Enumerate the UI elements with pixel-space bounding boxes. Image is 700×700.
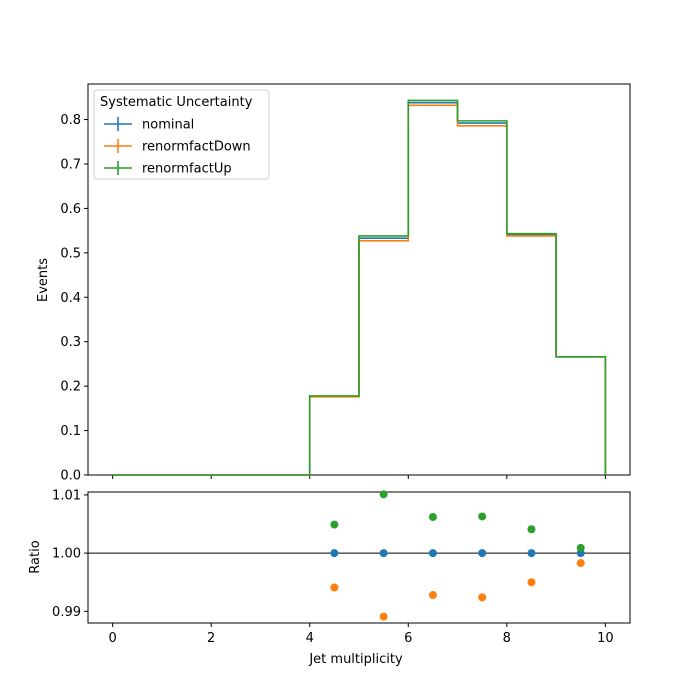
ratio-point-renormfactUp bbox=[576, 543, 585, 552]
x-tick-label: 2 bbox=[207, 631, 215, 646]
x-tick-label: 6 bbox=[404, 631, 412, 646]
legend-label: renormfactUp bbox=[142, 162, 232, 177]
legend-item-renormfactDown: renormfactDown bbox=[104, 139, 251, 155]
legend-label: renormfactDown bbox=[142, 140, 251, 155]
ratio-point-renormfactUp bbox=[478, 512, 487, 521]
top-panel: 0.0 0.1 0.2 0.3 0.4 0.5 0.6 0.7 0.8 bbox=[60, 83, 631, 484]
ratio-point-renormfactUp bbox=[330, 520, 339, 529]
histogram-line-renormfactUp bbox=[112, 99, 607, 476]
top-y-tick-label: 0.5 bbox=[60, 246, 81, 261]
ratio-point-renormfactDown bbox=[527, 578, 536, 587]
x-tick-label: 10 bbox=[597, 631, 614, 646]
ratio-panel: 0.99 1.00 1.01 0 2 4 6 8 10 bbox=[52, 488, 631, 646]
x-tick-label: 0 bbox=[108, 631, 116, 646]
top-y-tick-label: 0.2 bbox=[60, 380, 81, 395]
ratio-point-nominal bbox=[478, 549, 487, 558]
top-y-tick-label: 0.4 bbox=[60, 291, 81, 306]
x-axis-label: Jet multiplicity bbox=[308, 652, 403, 667]
top-y-tick-label: 0.1 bbox=[60, 424, 81, 439]
legend-title: Systematic Uncertainty bbox=[100, 95, 253, 110]
ratio-point-nominal bbox=[330, 549, 339, 558]
ratio-point-renormfactDown bbox=[576, 559, 585, 568]
ratio-y-tick-label: 1.01 bbox=[52, 488, 81, 503]
ratio-point-renormfactDown bbox=[428, 591, 437, 600]
legend-item-renormfactUp: renormfactUp bbox=[104, 161, 232, 177]
ratio-point-renormfactUp bbox=[527, 525, 536, 534]
top-y-tick-label: 0.3 bbox=[60, 335, 81, 350]
ratio-point-renormfactDown bbox=[379, 612, 388, 621]
ratio-y-tick-label: 1.00 bbox=[52, 547, 81, 562]
ratio-y-axis-label: Ratio bbox=[28, 540, 43, 573]
ratio-point-renormfactDown bbox=[330, 583, 339, 592]
top-y-tick-label: 0.7 bbox=[60, 157, 81, 172]
top-plot-frame bbox=[87, 83, 631, 476]
top-y-tick-label: 0.0 bbox=[60, 469, 81, 484]
x-tick-label: 8 bbox=[503, 631, 511, 646]
top-y-tick-label: 0.8 bbox=[60, 113, 81, 128]
top-y-tick-label: 0.6 bbox=[60, 202, 81, 217]
legend-box bbox=[93, 89, 270, 180]
top-y-axis-label: Events bbox=[36, 258, 51, 302]
ratio-point-renormfactUp bbox=[428, 513, 437, 522]
legend: Systematic Uncertainty nominal renormfactD… bbox=[93, 89, 270, 180]
ratio-point-nominal bbox=[379, 549, 388, 558]
ratio-point-renormfactDown bbox=[478, 593, 487, 602]
ratio-point-nominal bbox=[527, 549, 536, 558]
ratio-y-tick-label: 0.99 bbox=[52, 605, 81, 620]
x-tick-label: 4 bbox=[306, 631, 314, 646]
ratio-point-renormfactUp bbox=[379, 490, 388, 499]
legend-item-nominal: nominal bbox=[104, 117, 194, 133]
ratio-point-nominal bbox=[428, 549, 437, 558]
ratio-plot-frame bbox=[87, 491, 631, 624]
legend-label: nominal bbox=[142, 118, 194, 133]
